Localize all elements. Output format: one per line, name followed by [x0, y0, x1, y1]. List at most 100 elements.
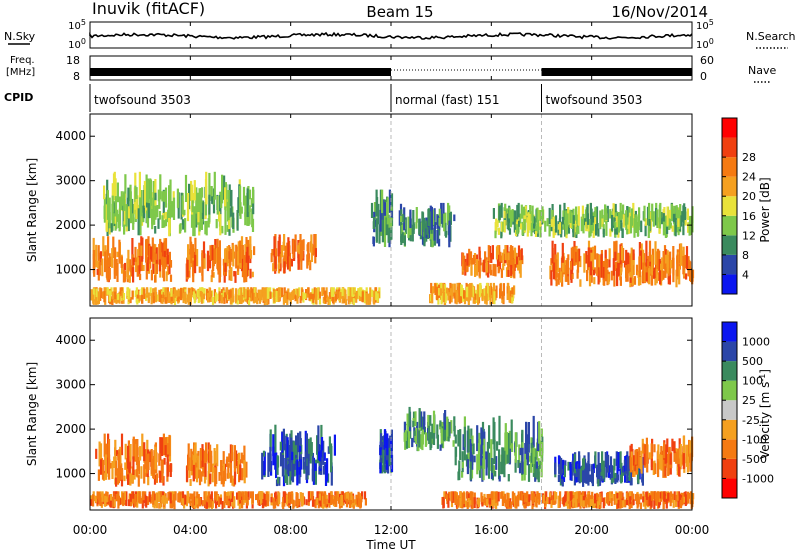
heatmap-cell [628, 216, 631, 234]
heatmap-cell [189, 493, 192, 500]
heatmap-cell [156, 294, 159, 302]
heatmap-cell [688, 221, 691, 236]
heatmap-cell [229, 462, 233, 483]
heatmap-cell [655, 498, 658, 506]
heatmap-cell [328, 292, 331, 299]
heatmap-cell [605, 218, 608, 236]
heatmap-cell [401, 232, 405, 244]
heatmap-cell [453, 214, 456, 222]
heatmap-cell [153, 498, 156, 509]
heatmap-cell [311, 491, 314, 501]
heatmap-cell [281, 454, 284, 477]
heatmap-cell [477, 497, 480, 508]
heatmap-cell [450, 294, 453, 303]
heatmap-cell [593, 277, 596, 285]
heatmap-cell [589, 499, 592, 507]
heatmap-cell [90, 289, 93, 301]
heatmap-cell [624, 475, 627, 483]
heatmap-cell [611, 214, 614, 231]
heatmap-cell [111, 183, 114, 206]
heatmap-cell [370, 202, 374, 218]
heatmap-cell [587, 247, 590, 268]
heatmap-cell [489, 245, 492, 261]
heatmap-cell [211, 269, 214, 277]
heatmap-cell [154, 493, 157, 501]
heatmap-cell [648, 266, 651, 285]
heatmap-cell [311, 496, 315, 507]
heatmap-cell [308, 293, 311, 301]
heatmap-cell [223, 491, 226, 502]
heatmap-cell [388, 189, 391, 213]
heatmap-cell [163, 250, 166, 258]
heatmap-cell [475, 259, 478, 276]
heatmap-cell [587, 452, 590, 466]
colorbar-segment [722, 215, 737, 236]
heatmap-cell [286, 291, 289, 300]
heatmap-cell [166, 266, 170, 276]
heatmap-cell [421, 429, 424, 445]
heatmap-cell [662, 455, 665, 478]
heatmap-cell [591, 216, 595, 223]
heatmap-cell [440, 202, 443, 224]
heatmap-cell [605, 262, 608, 279]
heatmap-cell [152, 243, 155, 262]
heatmap-cell [169, 463, 172, 477]
heatmap-cell [596, 253, 599, 276]
heatmap-cell [477, 294, 480, 305]
time-tick-label: 20:00 [574, 523, 609, 537]
heatmap-cell [554, 243, 557, 264]
heatmap-cell [355, 494, 358, 505]
heatmap-cell [526, 434, 529, 460]
heatmap-cell [463, 290, 466, 299]
heatmap-cell [122, 496, 125, 507]
heatmap-cell [477, 443, 481, 471]
heatmap-cell [503, 219, 506, 233]
heatmap-cell [229, 491, 232, 499]
heatmap-cell [234, 293, 237, 302]
heatmap-cell [564, 460, 567, 466]
heatmap-cell [520, 248, 523, 260]
heatmap-cell [97, 469, 100, 481]
heatmap-cell [262, 289, 265, 295]
heatmap-cell [214, 467, 217, 487]
heatmap-cell [313, 234, 316, 253]
heatmap-cell [638, 447, 641, 455]
heatmap-cell [500, 202, 503, 218]
heatmap-cell [161, 437, 164, 456]
heatmap-cell [566, 491, 569, 502]
heatmap-cell [605, 466, 608, 478]
heatmap-cell [573, 502, 576, 508]
heatmap-cell [446, 416, 449, 437]
heatmap-cell [226, 225, 229, 232]
heatmap-cell [664, 254, 668, 272]
heatmap-cell [405, 437, 408, 448]
heatmap-cell [464, 500, 468, 508]
heatmap-cell [216, 444, 219, 467]
heatmap-cell [677, 218, 680, 227]
heatmap-cell [292, 239, 295, 259]
heatmap-cell [508, 448, 511, 465]
heatmap-cell [474, 265, 477, 277]
heatmap-cell [434, 283, 437, 295]
heatmap-cell [546, 218, 549, 227]
heatmap-cell [540, 450, 543, 478]
heatmap-cell [168, 434, 171, 457]
heatmap-cell [200, 188, 203, 213]
heatmap-cell [149, 246, 152, 260]
heatmap-cell [254, 287, 257, 296]
heatmap-cell [129, 259, 132, 268]
heatmap-cell [680, 215, 683, 227]
heatmap-cell [439, 420, 442, 427]
heatmap-cell [135, 199, 138, 219]
heatmap-cell [196, 491, 199, 503]
heatmap-cell [389, 217, 393, 232]
heatmap-cell [532, 415, 535, 447]
heatmap-cell [285, 435, 288, 453]
heatmap-cell [212, 272, 215, 278]
heatmap-cell [569, 465, 572, 481]
heatmap-cell [403, 235, 406, 246]
heatmap-cell [404, 437, 407, 450]
heatmap-cell [678, 266, 681, 285]
colorbar-segment [722, 361, 737, 381]
heatmap-cell [110, 494, 113, 502]
